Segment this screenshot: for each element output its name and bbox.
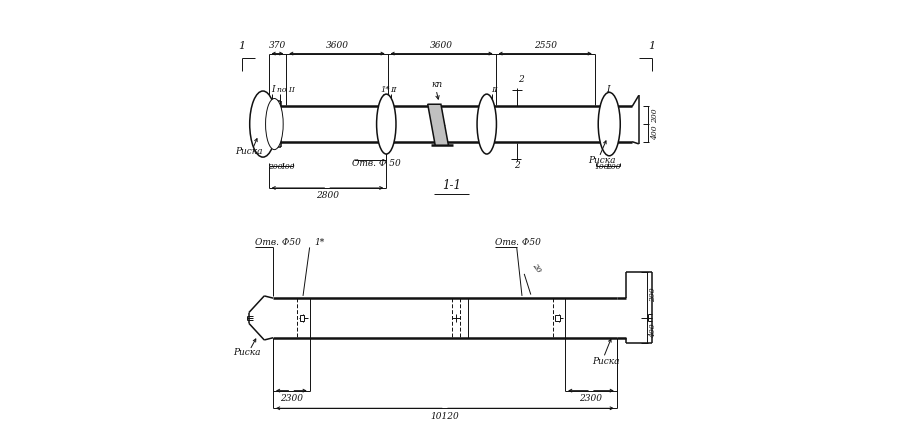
Text: Риска: Риска <box>233 348 261 358</box>
Text: II: II <box>390 86 396 94</box>
Text: 200: 200 <box>605 164 620 171</box>
Text: 10120: 10120 <box>430 412 459 421</box>
Text: Отв. Ф 50: Отв. Ф 50 <box>352 159 400 168</box>
Text: 400: 400 <box>650 126 658 140</box>
Text: 2: 2 <box>513 161 519 170</box>
Text: 20: 20 <box>529 262 541 274</box>
Text: 2800: 2800 <box>316 191 338 201</box>
Text: I: I <box>271 85 274 94</box>
Text: Риска: Риска <box>592 357 620 366</box>
Text: 1: 1 <box>648 42 655 51</box>
Text: Риска: Риска <box>587 156 615 165</box>
Text: 2300: 2300 <box>280 394 302 403</box>
Text: 400: 400 <box>649 323 656 338</box>
Text: 100: 100 <box>594 164 608 171</box>
Text: 100: 100 <box>280 164 295 171</box>
Text: 370: 370 <box>269 41 286 50</box>
Text: 1*: 1* <box>380 86 390 94</box>
Text: 200: 200 <box>650 108 658 122</box>
Text: 200: 200 <box>649 287 656 302</box>
Text: 3600: 3600 <box>325 41 348 50</box>
Text: 1*: 1* <box>314 238 324 247</box>
Text: кп: кп <box>431 80 442 88</box>
Text: 2300: 2300 <box>579 394 602 403</box>
Text: 1-1: 1-1 <box>441 179 461 192</box>
Text: Отв. Ф50: Отв. Ф50 <box>255 238 301 247</box>
Polygon shape <box>428 104 448 145</box>
Text: Риска: Риска <box>235 147 262 156</box>
Text: I: I <box>605 85 609 94</box>
Ellipse shape <box>376 94 396 154</box>
Text: 2: 2 <box>517 75 523 84</box>
Bar <box>555 315 559 321</box>
Ellipse shape <box>250 91 276 157</box>
Text: 3600: 3600 <box>429 41 453 50</box>
Text: 200: 200 <box>268 164 282 171</box>
Text: по II: по II <box>276 86 294 94</box>
Ellipse shape <box>476 94 496 154</box>
Ellipse shape <box>597 92 620 156</box>
Ellipse shape <box>265 99 283 150</box>
Text: II: II <box>491 86 497 94</box>
Text: 2550: 2550 <box>533 41 556 50</box>
Text: 1: 1 <box>238 42 245 51</box>
Bar <box>299 315 304 321</box>
Text: Отв. Ф50: Отв. Ф50 <box>494 238 540 247</box>
